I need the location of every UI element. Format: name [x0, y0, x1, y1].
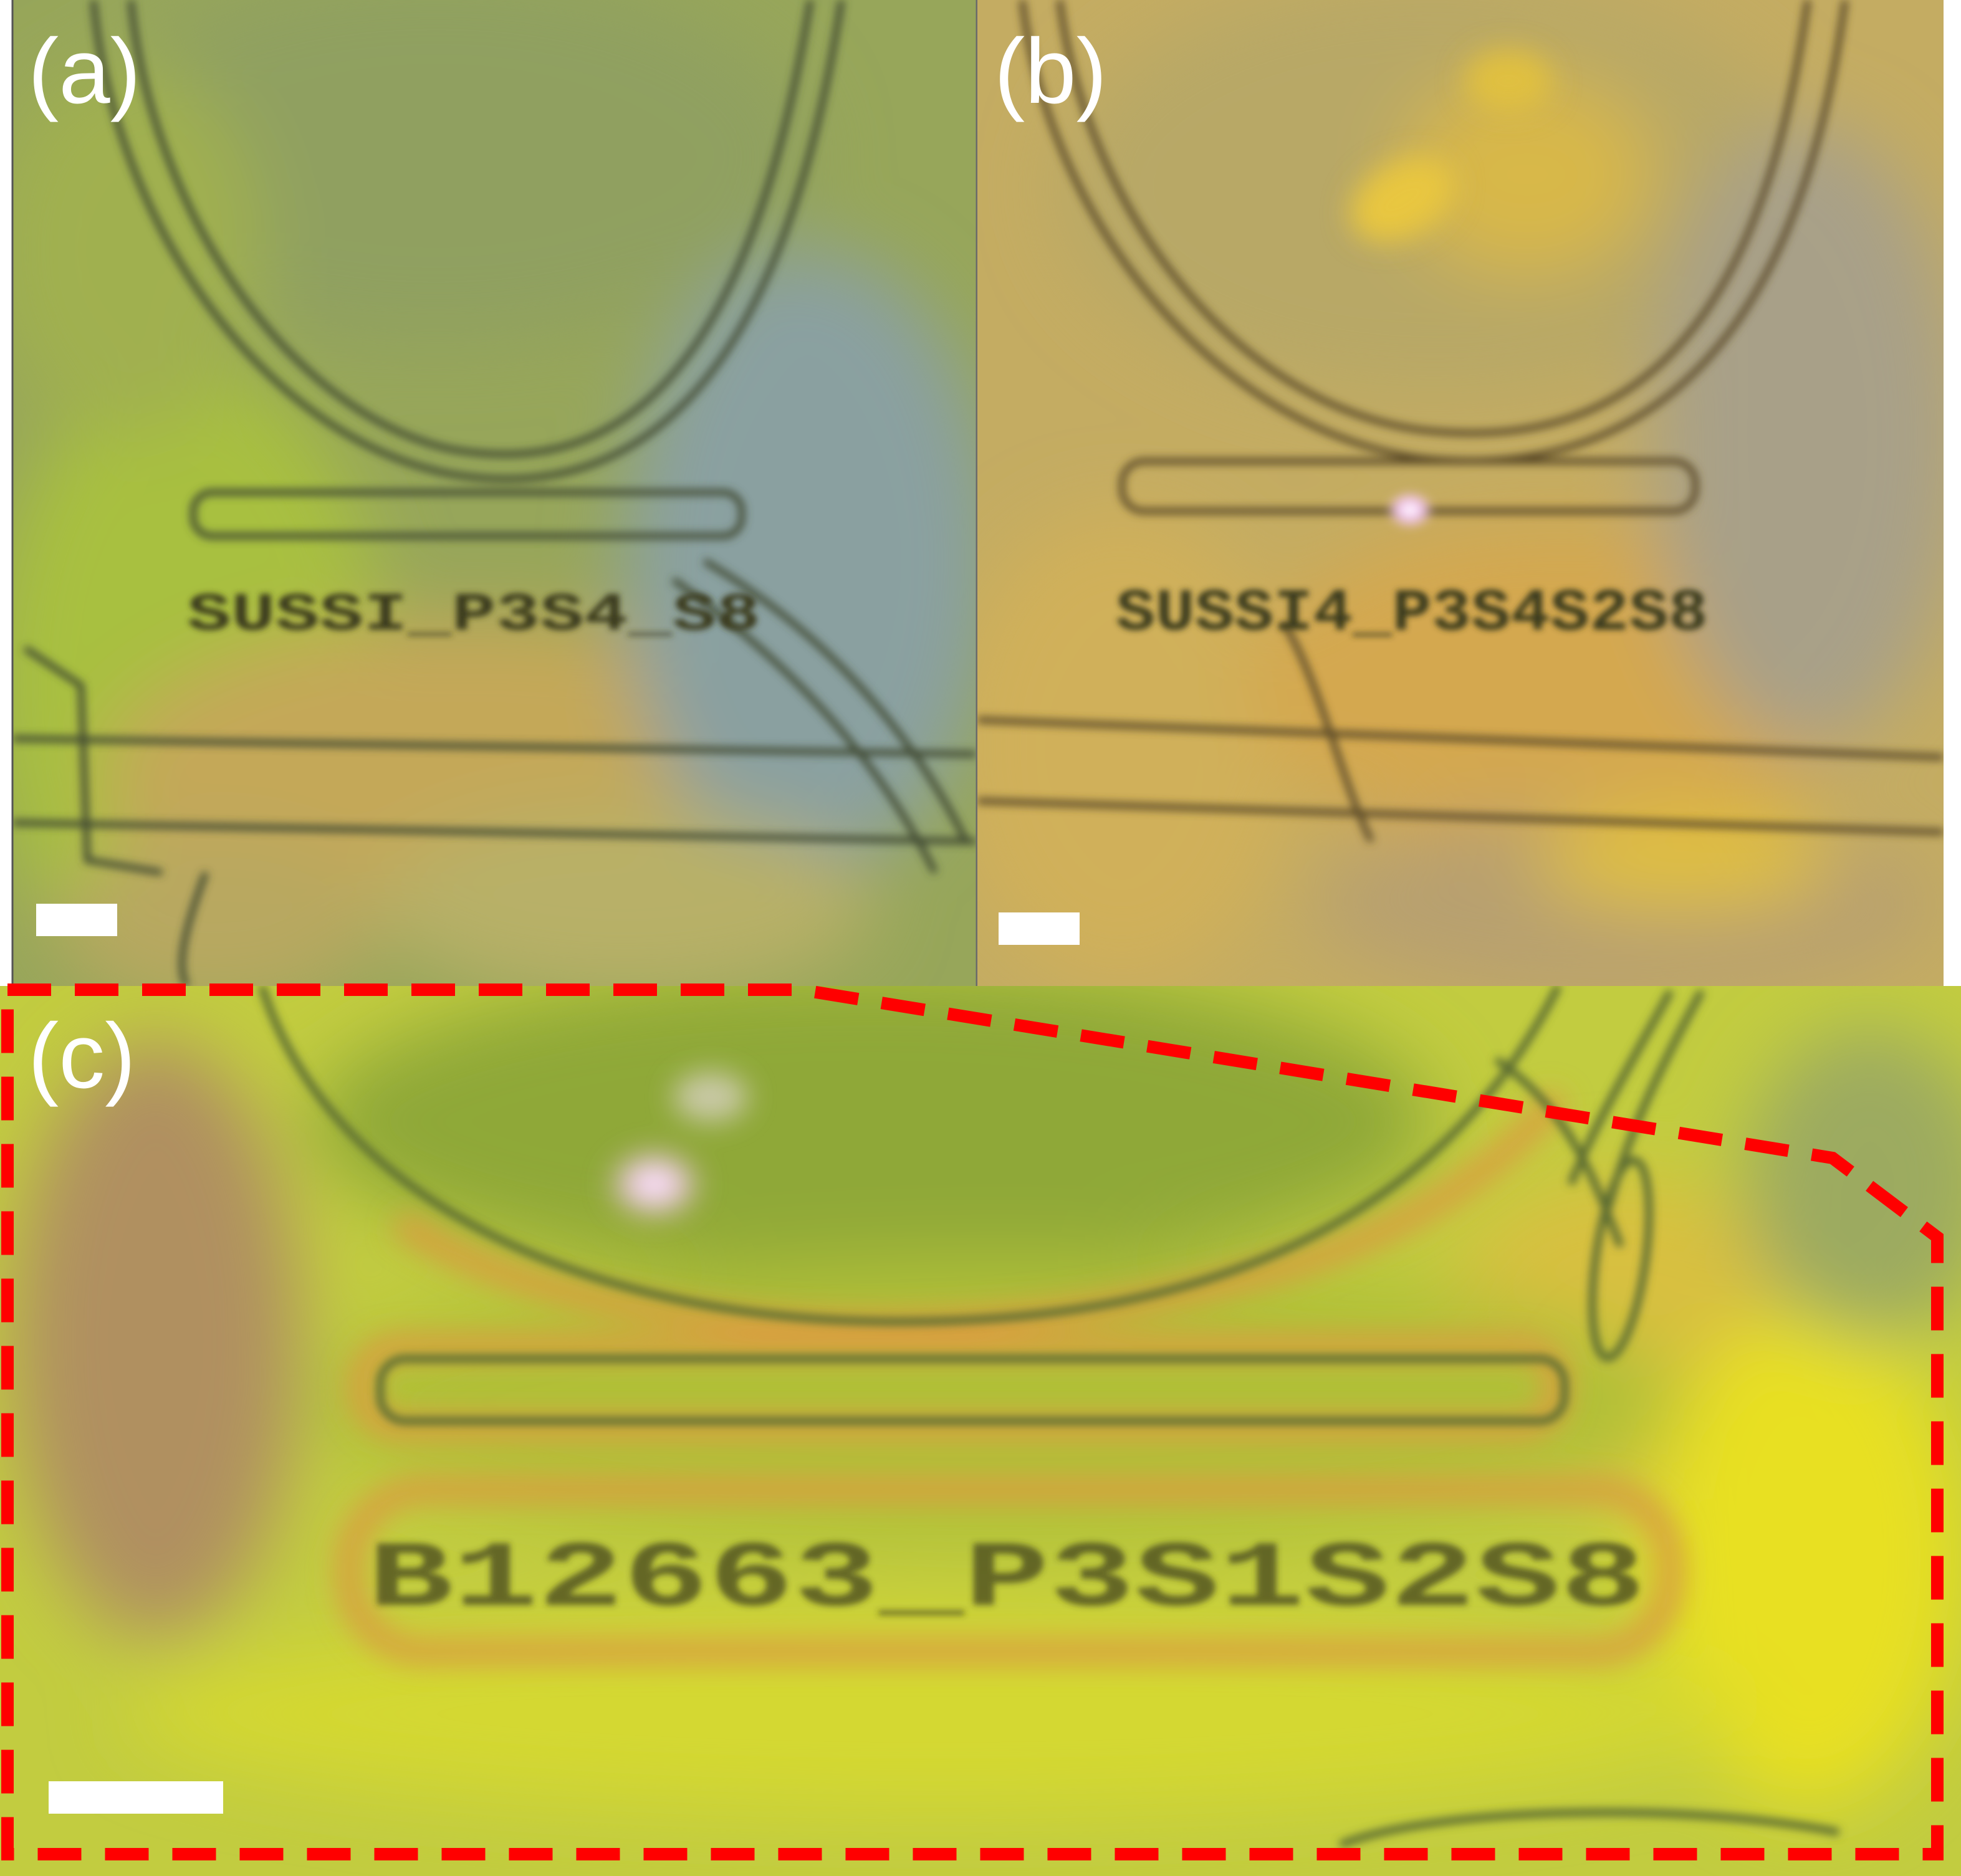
panel-b-scale-bar	[999, 912, 1080, 945]
panel-b-label: (b)	[994, 20, 1107, 123]
panel-b-laser-spot	[1385, 490, 1435, 530]
panel-a-scale-bar	[36, 904, 117, 936]
panel-c-label: (c)	[28, 1005, 136, 1108]
panel-c-etched-label: B12663_P3S1S2S8	[368, 1528, 1646, 1634]
panel-b-image: SUSSI4_P3S4S2S8 (b)	[977, 0, 1944, 986]
panel-c-image: B12663_P3S1S2S8 (c)	[0, 986, 1961, 1876]
panel-c-scale-bar	[49, 1781, 223, 1814]
highlight-outline	[1, 983, 1944, 1860]
panel-a-image: SUSSI_P3S4_S8 (a)	[12, 0, 976, 986]
panel-c-laser-spot	[605, 1147, 704, 1222]
panel-a-label: (a)	[28, 20, 141, 123]
panel-a-etched-label: SUSSI_P3S4_S8	[187, 585, 760, 646]
panel-b-etched-label: SUSSI4_P3S4S2S8	[1116, 580, 1708, 648]
